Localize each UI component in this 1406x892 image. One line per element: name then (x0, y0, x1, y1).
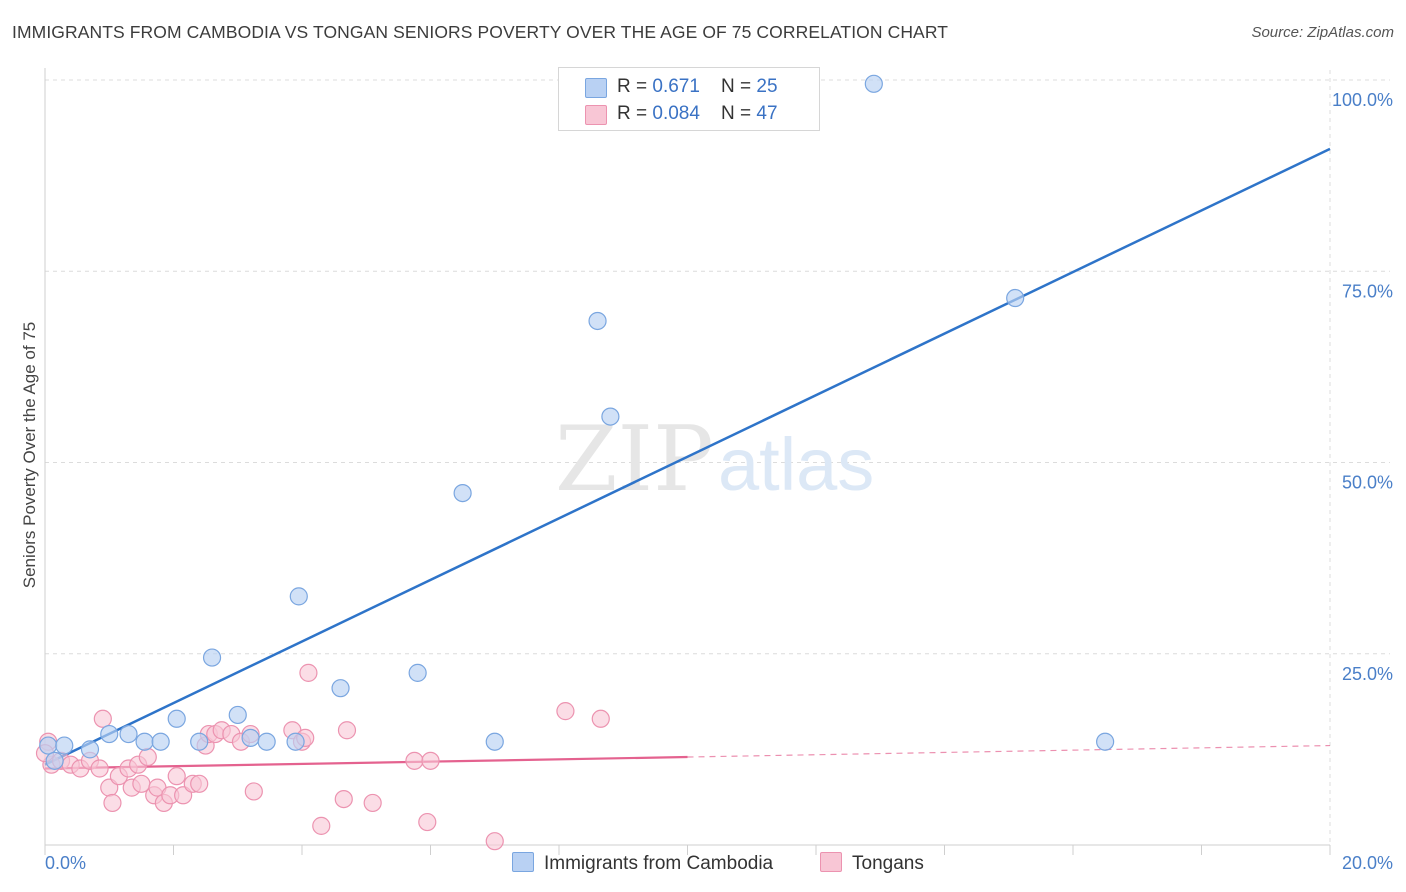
x-tick-label-min: 0.0% (45, 853, 86, 873)
series-label-cambodia: Immigrants from Cambodia (544, 853, 774, 874)
data-point-cambodia (331, 679, 350, 698)
data-point-tongans (244, 782, 263, 801)
legend-series-cambodia: Immigrants from Cambodia (512, 852, 773, 875)
data-point-cambodia (202, 648, 222, 667)
data-point-cambodia (257, 732, 276, 751)
legend-r-label: R = (617, 76, 653, 97)
data-point-tongans (299, 663, 318, 682)
watermark: ZIP atlas (555, 407, 874, 512)
data-point-cambodia (588, 311, 607, 331)
data-point-cambodia (190, 732, 209, 751)
y-tick-label: 75.0% (1342, 281, 1393, 301)
data-point-cambodia (241, 728, 260, 748)
legend-series-tongans: Tongans (820, 852, 924, 875)
data-point-cambodia (45, 751, 64, 770)
y-axis-label: Seniors Poverty Over the Age of 75 (20, 322, 39, 588)
legend-n-value: 47 (756, 103, 778, 124)
legend-n-label: N = (721, 76, 757, 97)
data-point-cambodia (55, 736, 74, 755)
data-point-tongans (485, 832, 504, 851)
watermark-atlas: atlas (718, 423, 874, 506)
correlation-legend: R = 0.671 N = 25 R = 0.084 N = 47 (558, 67, 820, 131)
data-point-cambodia (39, 736, 58, 755)
data-point-cambodia (1096, 732, 1115, 751)
data-point-tongans (93, 709, 112, 728)
data-point-cambodia (408, 663, 427, 682)
tick-labels: 25.0% 50.0% 75.0% 100.0% 0.0% 20.0% (45, 90, 1393, 873)
data-point-tongans (103, 793, 122, 813)
y-tick-label: 50.0% (1342, 473, 1393, 493)
data-point-cambodia (100, 724, 119, 744)
data-point-cambodia (453, 484, 472, 503)
data-point-cambodia (864, 74, 883, 93)
trend-line-tongans (44, 755, 688, 770)
chart-title: IMMIGRANTS FROM CAMBODIA VS TONGAN SENIO… (12, 22, 949, 42)
data-point-tongans (337, 721, 357, 740)
data-point-tongans (90, 759, 109, 778)
trend-lines (44, 147, 1331, 770)
series-swatch-blue (512, 852, 534, 872)
watermark-zip: ZIP (555, 407, 714, 512)
axes (44, 68, 1331, 855)
legend-r-label: R = (617, 103, 653, 124)
data-point-cambodia (135, 732, 154, 751)
y-tick-label: 100.0% (1332, 90, 1393, 110)
data-point-tongans (405, 751, 424, 770)
legend-n-label: N = (721, 103, 757, 124)
data-point-cambodia (1006, 288, 1025, 308)
trend-line-tongans-extrapolated (687, 744, 1331, 758)
data-point-tongans (556, 702, 575, 721)
data-point-tongans (138, 747, 157, 767)
data-point-cambodia (286, 732, 305, 751)
data-point-tongans (418, 812, 437, 832)
data-point-tongans (190, 774, 209, 793)
data-point-cambodia (80, 740, 100, 759)
legend-r-value: 0.084 (652, 103, 700, 124)
data-points (35, 74, 1115, 851)
x-tick-label-max: 20.0% (1342, 853, 1393, 873)
legend-n-value: 25 (756, 76, 778, 97)
y-tick-label: 25.0% (1342, 664, 1393, 684)
data-point-cambodia (151, 732, 170, 751)
data-point-tongans (363, 793, 382, 813)
series-swatch-pink (820, 852, 842, 872)
data-point-tongans (334, 789, 353, 809)
grid-lines (45, 70, 1390, 845)
data-point-tongans (167, 767, 186, 786)
legend-text-tongans: R = 0.084 N = 47 (617, 103, 778, 125)
data-point-tongans (591, 709, 610, 728)
legend-swatch-pink (585, 105, 607, 125)
legend-text-cambodia: R = 0.671 N = 25 (617, 76, 778, 98)
data-point-cambodia (601, 407, 620, 426)
data-point-cambodia (289, 587, 308, 606)
legend-swatch-blue (585, 78, 607, 98)
data-point-cambodia (228, 705, 247, 725)
legend-r-value: 0.671 (652, 76, 700, 97)
data-point-cambodia (485, 732, 504, 751)
data-point-cambodia (119, 724, 138, 744)
trend-line-cambodia (44, 147, 1331, 766)
series-label-tongans: Tongans (852, 853, 924, 874)
data-point-cambodia (167, 709, 186, 728)
data-point-tongans (312, 816, 331, 835)
data-point-tongans (421, 751, 440, 770)
source-label: Source: ZipAtlas.com (1251, 24, 1394, 41)
